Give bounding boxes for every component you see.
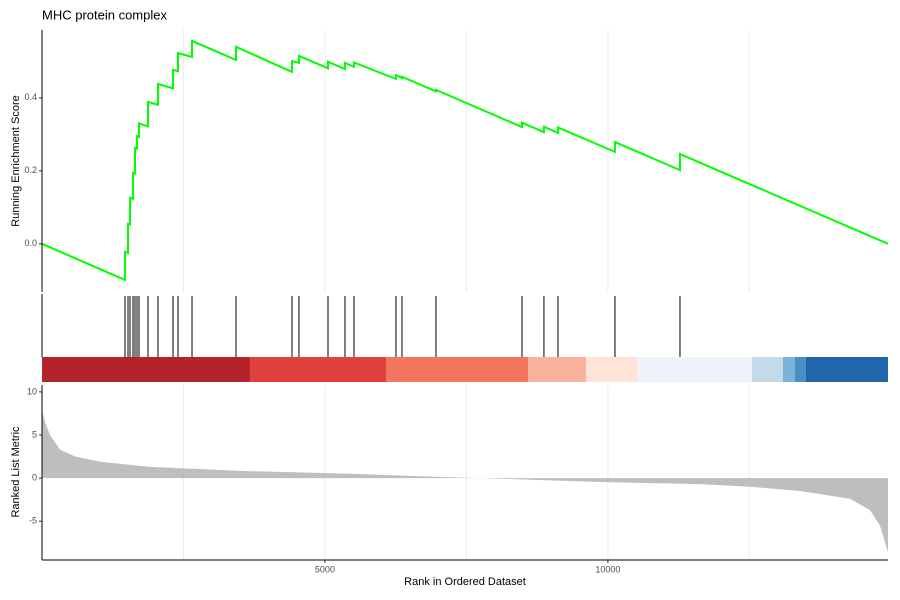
- color-band: [585, 357, 638, 382]
- x-axis-label: Rank in Ordered Dataset: [404, 576, 526, 588]
- color-band: [637, 357, 752, 382]
- y-axis-label: Running Enrichment Score: [10, 95, 22, 226]
- y-tick-label: 0.4: [24, 92, 37, 102]
- chart-title: MHC protein complex: [42, 7, 167, 22]
- color-band: [794, 357, 806, 382]
- y-tick-label: 0.0: [24, 238, 37, 248]
- x-tick-label: 5000: [315, 564, 335, 574]
- color-band: [249, 357, 387, 382]
- y-tick-label: 0: [32, 472, 37, 482]
- enrichment-line: [41, 39, 889, 282]
- color-band: [782, 357, 795, 382]
- color-band: [42, 357, 250, 382]
- color-band: [386, 357, 528, 382]
- color-band: [527, 357, 586, 382]
- x-tick-label: 10000: [595, 564, 620, 574]
- y-axis-label: Ranked List Metric: [10, 426, 22, 518]
- y-tick-label: 5: [32, 429, 37, 439]
- y-tick-label: -5: [29, 516, 37, 526]
- y-tick-label: 0.2: [24, 165, 37, 175]
- color-band: [751, 357, 783, 382]
- metric-area: [42, 410, 888, 553]
- color-band: [805, 357, 888, 382]
- y-tick-label: 10: [27, 386, 37, 396]
